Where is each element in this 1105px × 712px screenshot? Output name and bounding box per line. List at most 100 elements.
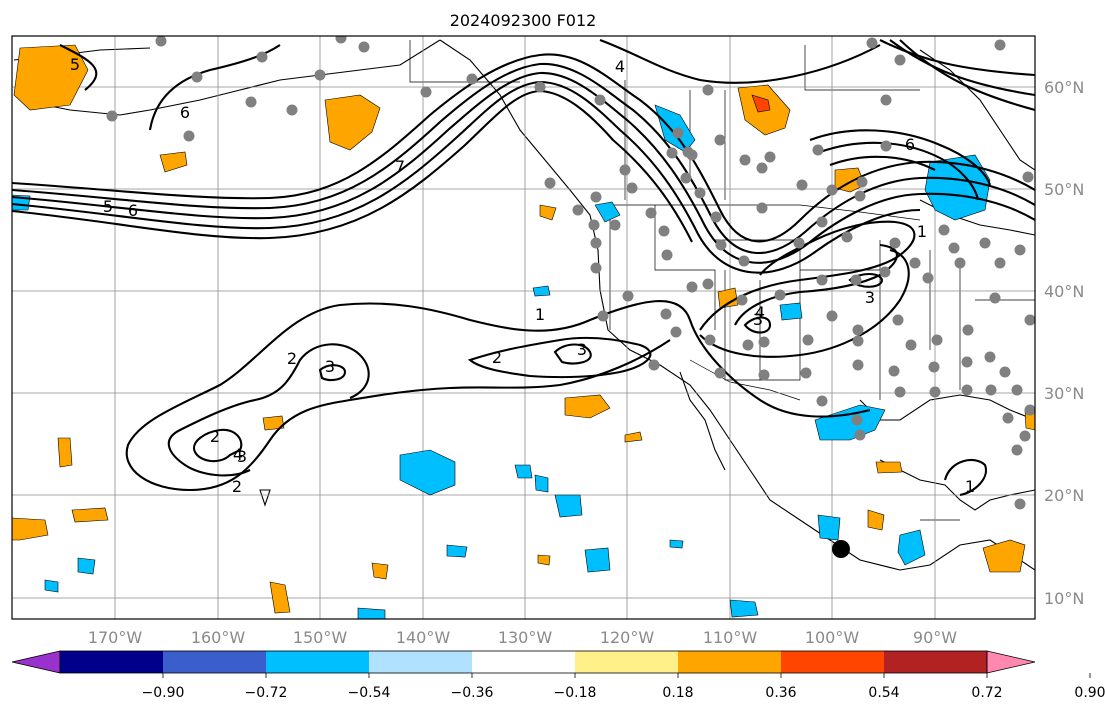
station-dot	[286, 104, 298, 116]
colorbar-segment	[781, 651, 885, 673]
station-dot	[852, 359, 864, 371]
station-dot	[800, 367, 812, 379]
station-dot	[764, 151, 776, 163]
station-dot	[756, 202, 768, 214]
colorbar-segment	[678, 651, 782, 673]
positive-anomaly-region	[867, 509, 885, 531]
station-dot	[856, 176, 868, 188]
longitude-label: 120°W	[600, 628, 655, 647]
positive-anomaly-region	[875, 461, 903, 474]
latitude-label: 40°N	[1044, 282, 1084, 301]
station-dot	[544, 177, 556, 189]
station-dot	[994, 39, 1006, 51]
station-dot	[1022, 171, 1034, 183]
station-dot	[954, 257, 966, 269]
station-dot	[1024, 404, 1035, 416]
positive-anomaly-region	[324, 94, 381, 151]
colorbar-outline	[59, 650, 988, 674]
colorbar-tick-label: 0.18	[662, 685, 693, 701]
station-dot	[909, 257, 921, 269]
negative-anomaly-region	[446, 544, 468, 558]
station-dot	[979, 237, 991, 249]
contour-value-label: 7	[395, 157, 405, 176]
contour-value-label: 4	[233, 445, 243, 464]
longitude-label: 140°W	[396, 628, 451, 647]
longitude-label: 170°W	[88, 628, 143, 647]
station-dot	[590, 237, 602, 249]
station-dot	[826, 310, 838, 322]
station-dot	[314, 69, 326, 81]
colorbar-tick-label: 0.36	[765, 685, 796, 701]
colorbar-segment	[884, 651, 988, 673]
longitude-label: 150°W	[293, 628, 348, 647]
station-dot	[155, 36, 167, 47]
colorbar-tick-label: 0.72	[971, 685, 1002, 701]
contour-value-label: 3	[577, 340, 587, 359]
colorbar-tick-label: −0.72	[245, 685, 288, 701]
longitude-label: 160°W	[191, 628, 246, 647]
colorbar-extend-low	[11, 650, 61, 674]
negative-anomaly-region	[514, 464, 533, 479]
station-dot	[961, 356, 973, 368]
station-dot	[666, 147, 678, 159]
latitude-label: 50°N	[1044, 180, 1084, 199]
negative-anomaly-region	[584, 547, 611, 573]
longitude-label: 100°W	[805, 628, 860, 647]
station-dot	[660, 308, 672, 320]
station-dot	[622, 290, 634, 302]
station-dot	[738, 255, 750, 267]
station-dot	[812, 144, 824, 156]
station-dot	[928, 361, 940, 373]
negative-anomaly-region	[897, 529, 926, 566]
station-dot	[572, 204, 584, 216]
longitude-label: 110°W	[703, 628, 758, 647]
contour-value-label: 6	[905, 135, 915, 154]
ocean-background	[12, 36, 1035, 619]
contour-value-label: 1	[535, 305, 545, 324]
negative-anomaly-region	[357, 607, 386, 619]
positive-anomaly-region	[371, 562, 389, 580]
colorbar-segment	[369, 651, 473, 673]
station-dot	[534, 81, 546, 93]
colorbar-segment	[575, 651, 679, 673]
station-dot	[816, 216, 828, 228]
station-dot	[358, 41, 370, 53]
station-dot	[658, 225, 670, 237]
station-dot	[1014, 244, 1026, 256]
station-dot	[714, 134, 726, 146]
station-dot	[1019, 430, 1031, 442]
contour-value-label: 2	[287, 349, 297, 368]
negative-anomaly-region	[532, 285, 551, 297]
contour-value-label: 5	[103, 197, 113, 216]
station-dot	[816, 274, 828, 286]
station-dot	[989, 292, 1001, 304]
station-dot	[645, 207, 657, 219]
contour-value-label: 3	[865, 288, 875, 307]
station-dot	[929, 386, 941, 398]
station-dot	[245, 96, 257, 108]
station-dot	[756, 162, 768, 174]
station-dot	[948, 242, 960, 254]
station-dot	[715, 239, 727, 251]
station-dot	[796, 179, 808, 191]
station-dot	[704, 334, 716, 346]
latitude-label: 20°N	[1044, 486, 1084, 505]
shaded-anomalies	[12, 44, 1035, 619]
station-dot	[984, 351, 996, 363]
station-dot	[880, 140, 892, 152]
strong-positive-anomaly	[751, 94, 771, 113]
contour-value-label: 2	[232, 477, 242, 496]
positive-anomaly-region	[57, 437, 73, 468]
station-dot	[816, 395, 828, 407]
contour-value-label: 2	[210, 427, 220, 446]
negative-anomaly-region	[44, 579, 59, 593]
station-dot	[256, 51, 268, 63]
station-dot	[888, 365, 900, 377]
station-dot	[985, 384, 997, 396]
map-frame	[11, 35, 1036, 620]
station-dot	[854, 190, 866, 202]
station-dot	[597, 310, 609, 322]
station-dot	[335, 36, 347, 44]
station-dot	[420, 86, 432, 98]
